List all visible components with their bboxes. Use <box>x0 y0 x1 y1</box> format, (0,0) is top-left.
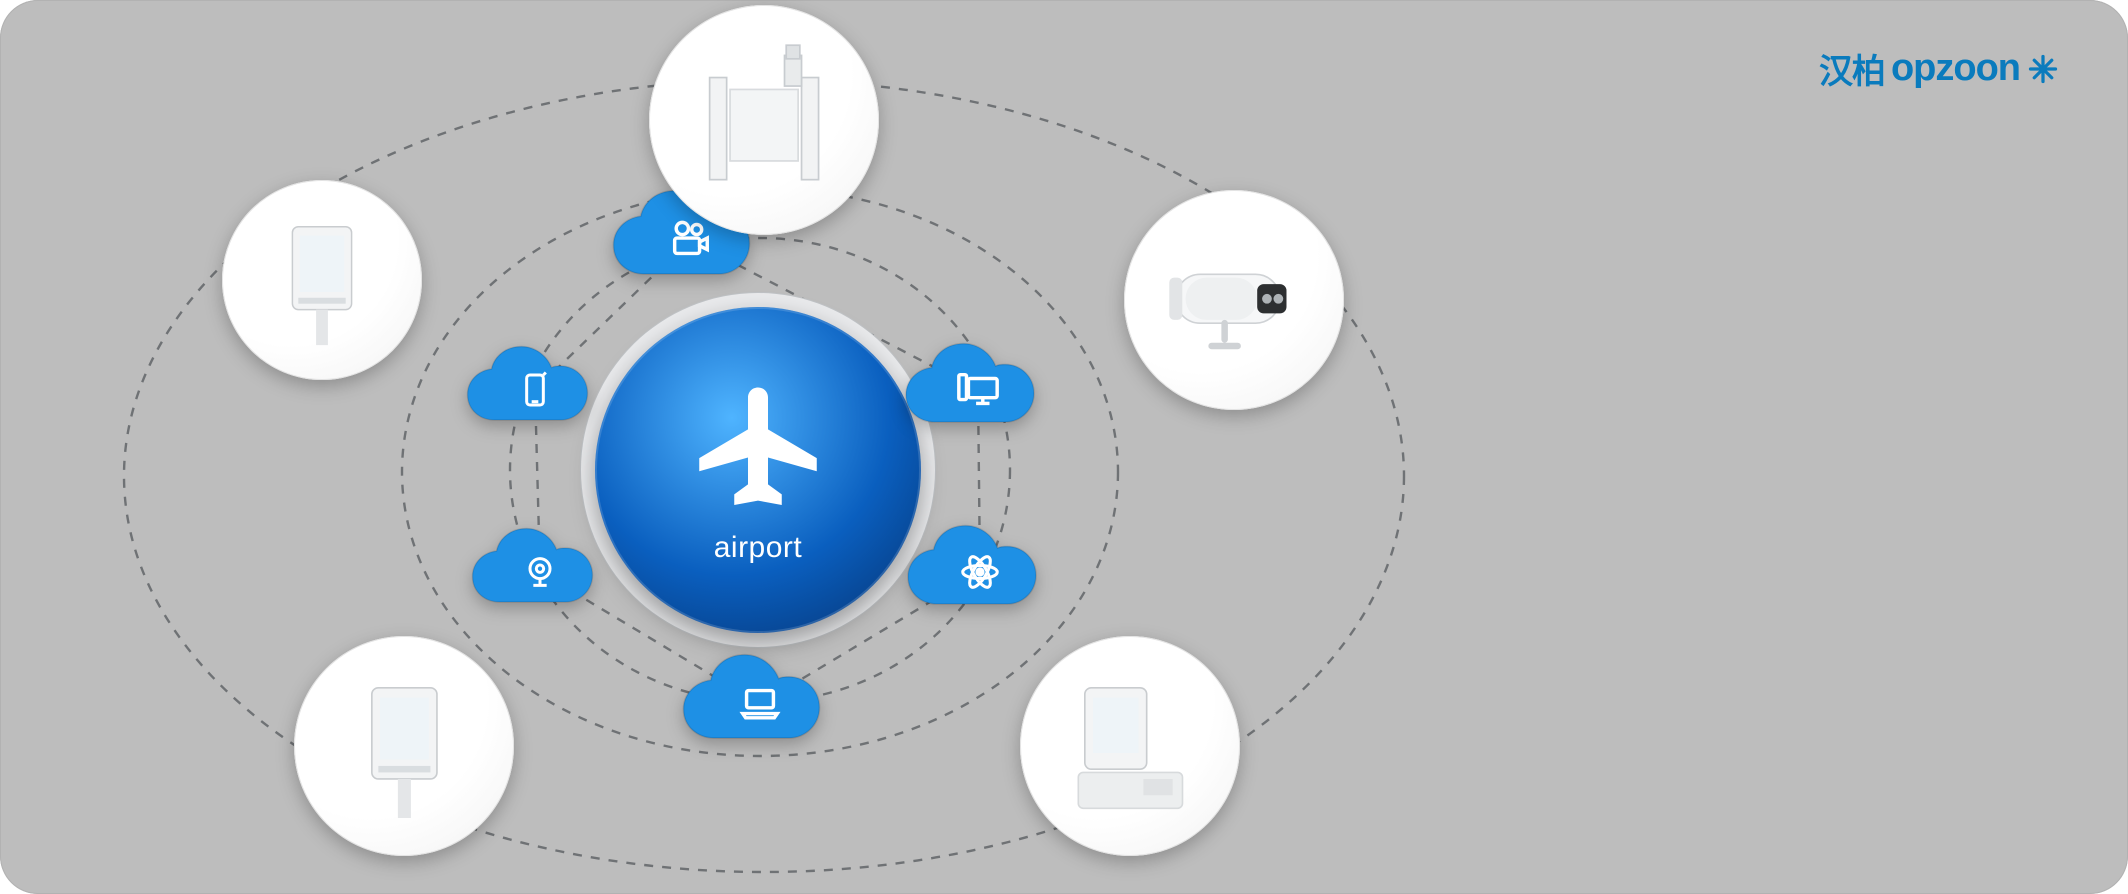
diagram-frame: 汉柏 opzoon airport <box>0 0 2128 894</box>
security-gate-icon <box>679 35 849 205</box>
cloud-mobile <box>460 343 610 437</box>
device-camera <box>1124 190 1344 410</box>
face-kiosk-terminal-icon <box>323 665 486 828</box>
cloud-webcam <box>465 525 615 619</box>
webcam-icon <box>520 552 560 592</box>
cloud-desktop <box>898 341 1058 439</box>
smartphone-icon <box>515 370 555 410</box>
airplane-icon <box>683 375 833 525</box>
face-kiosk-icon <box>248 206 396 354</box>
device-kiosk-bl <box>294 636 514 856</box>
device-gate <box>649 5 879 235</box>
atom-icon <box>957 549 1003 595</box>
device-kiosk-br <box>1020 636 1240 856</box>
center-node-airport: airport <box>595 307 921 633</box>
cloud-atom <box>900 523 1060 621</box>
laptop-icon <box>737 681 783 727</box>
bullet-camera-icon <box>1153 219 1316 382</box>
pc-monitor-icon <box>955 367 1001 413</box>
center-label: airport <box>714 531 803 565</box>
cloud-laptop <box>675 652 845 756</box>
film-camera-icon <box>667 217 713 263</box>
checkin-terminal-icon <box>1049 665 1212 828</box>
device-kiosk-left <box>222 180 422 380</box>
